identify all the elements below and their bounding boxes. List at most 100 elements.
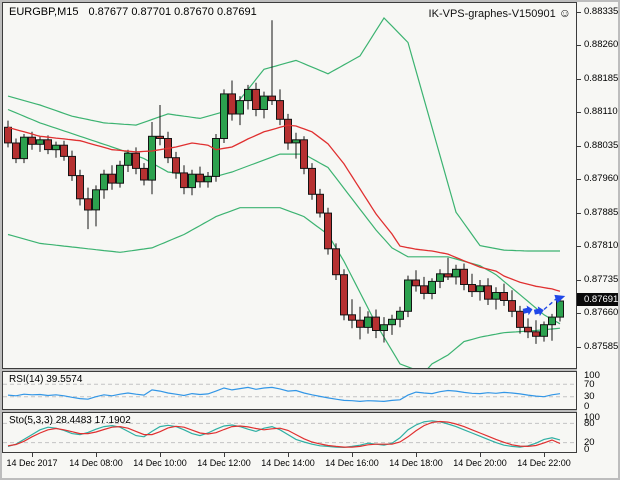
bear-candle	[332, 248, 340, 276]
bear-candle	[444, 273, 452, 278]
bull-candle	[364, 316, 372, 328]
bear-candle	[348, 314, 356, 321]
trade-arrow-icon	[533, 306, 544, 317]
bear-candle	[76, 175, 84, 200]
time-axis-label: 14 Dec 10:00	[133, 458, 187, 468]
smiley-icon: ☺	[558, 6, 571, 20]
bear-candle	[324, 212, 332, 250]
rsi-axis-label: 70	[584, 379, 595, 390]
bear-candle	[196, 173, 204, 183]
bear-candle	[4, 126, 12, 144]
price-axis-label: 0.88335	[584, 6, 619, 17]
price-tick	[577, 179, 581, 180]
price-tick	[577, 347, 581, 348]
trade-arrowhead-icon	[554, 294, 566, 304]
bull-candle	[556, 300, 564, 318]
rsi-axis-label: 30	[584, 391, 595, 402]
bull-candle	[148, 135, 156, 181]
bear-candle	[172, 157, 180, 174]
rsi-panel[interactable]: RSI(14) 39.5574	[2, 371, 577, 410]
time-tick	[480, 453, 481, 457]
bear-candle	[12, 142, 20, 160]
bull-candle	[212, 138, 220, 177]
bear-candle	[412, 279, 420, 287]
sto-k-line	[7, 420, 561, 449]
bull-candle	[188, 173, 196, 189]
bull-candle	[36, 139, 44, 145]
price-chart-plot[interactable]	[3, 3, 576, 368]
bull-candle	[476, 285, 484, 293]
time-tick	[352, 453, 353, 457]
bull-candle	[204, 175, 212, 183]
bull-candle	[92, 189, 100, 211]
sto-axis-label: 80	[584, 418, 595, 429]
price-axis-label: 0.87735	[584, 274, 619, 285]
sto-axis-label: 100	[584, 412, 600, 423]
price-axis[interactable]: 0.88335 0.88260 0.88185 0.88110 0.88035 0.879…	[577, 2, 618, 478]
bear-candle	[44, 139, 52, 151]
sto-axis-label: 20	[584, 437, 595, 448]
bull-candle	[100, 173, 108, 191]
price-axis-label: 0.87810	[584, 240, 619, 251]
time-tick	[544, 453, 545, 457]
rsi-plot[interactable]	[3, 372, 576, 409]
time-axis-label: 14 Dec 12:00	[197, 458, 251, 468]
bear-candle	[132, 152, 140, 169]
bear-candle	[68, 155, 76, 177]
bull-candle	[244, 88, 252, 102]
time-tick	[160, 453, 161, 457]
stochastic-panel[interactable]: Sto(5,3,3) 28.4483 17.1902	[2, 412, 577, 453]
bull-candle	[292, 139, 300, 144]
time-axis-label: 14 Dec 08:00	[69, 458, 123, 468]
bull-candle	[452, 268, 460, 278]
bull-candle	[260, 95, 268, 110]
bull-candle	[388, 318, 396, 326]
price-axis-label: 0.87960	[584, 173, 619, 184]
bear-candle	[308, 167, 316, 195]
price-tick	[577, 246, 581, 247]
watermark-text: IK-VPS-graphes-V150901	[428, 8, 556, 20]
time-axis-label: 14 Dec 16:00	[325, 458, 379, 468]
bear-candle	[420, 285, 428, 294]
bull-candle	[396, 310, 404, 320]
bear-candle	[268, 95, 276, 102]
bear-candle	[84, 198, 92, 211]
price-axis-label: 0.87660	[584, 307, 619, 318]
rsi-axis-label: 100	[584, 370, 600, 381]
bear-candle	[340, 274, 348, 316]
current-price-tag: 0.87691	[577, 293, 618, 306]
watermark: IK-VPS-graphes-V150901 ☺	[429, 6, 571, 20]
main-chart-panel[interactable]: EURGBP,M15 0.87677 0.87701 0.87670 0.8769…	[2, 2, 577, 369]
bear-candle	[484, 285, 492, 300]
rsi-axis-label: 0	[584, 401, 590, 412]
bull-candle	[548, 316, 556, 326]
bull-candle	[116, 164, 124, 184]
stochastic-plot[interactable]	[3, 413, 576, 452]
sto-d-line	[7, 420, 561, 448]
price-tick	[577, 112, 581, 113]
price-axis-label: 0.88260	[584, 39, 619, 50]
time-tick	[96, 453, 97, 457]
bear-candle	[468, 284, 476, 293]
bear-candle	[508, 300, 516, 312]
rsi-indicator-label: RSI(14) 39.5574	[9, 374, 83, 385]
time-tick	[288, 453, 289, 457]
price-axis-label: 0.87585	[584, 341, 619, 352]
bear-candle	[316, 193, 324, 214]
bear-candle	[28, 136, 36, 145]
bull-candle	[124, 152, 132, 166]
bear-candle	[228, 93, 236, 115]
bear-candle	[460, 268, 468, 285]
bull-candle	[492, 292, 500, 300]
bear-candle	[532, 331, 540, 337]
price-tick	[577, 213, 581, 214]
bull-candle	[52, 144, 60, 151]
time-tick	[416, 453, 417, 457]
ohlc-values-label: 0.87677 0.87701 0.87670 0.87691	[88, 6, 257, 18]
bull-candle	[380, 324, 388, 332]
price-axis-label: 0.87885	[584, 207, 619, 218]
price-axis-label: 0.88110	[584, 106, 618, 117]
time-tick	[32, 453, 33, 457]
time-axis[interactable]: 14 Dec 2017 14 Dec 08:00 14 Dec 10:00 14 De…	[2, 453, 577, 478]
